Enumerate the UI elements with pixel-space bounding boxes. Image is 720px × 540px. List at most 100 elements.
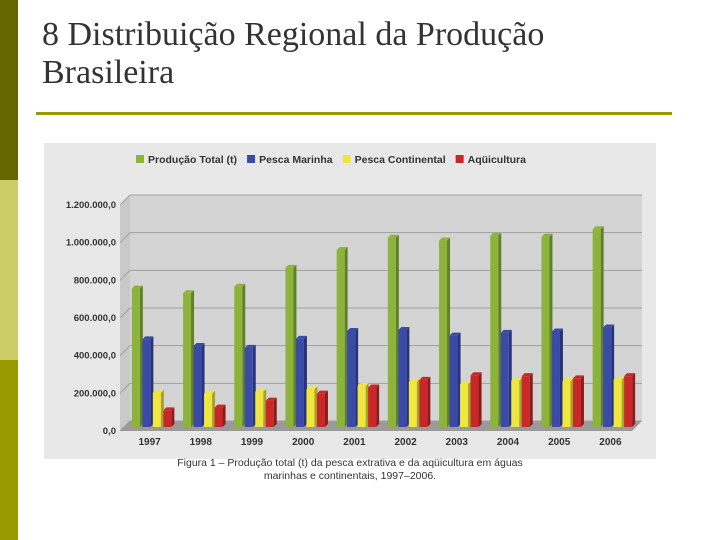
caption-line2: marinhas e continentais, 1997–2006.: [263, 470, 437, 482]
bar-top: [613, 376, 625, 380]
bar-top: [214, 404, 226, 408]
bar-top: [408, 378, 420, 382]
bar-top: [439, 237, 451, 241]
bar-top: [131, 285, 143, 289]
bar-top: [592, 226, 604, 230]
bar-top: [511, 377, 523, 381]
bar-side: [457, 332, 461, 427]
bar: [368, 387, 377, 427]
bar-top: [142, 336, 154, 340]
bar-side: [468, 381, 472, 427]
bar-side: [478, 372, 482, 427]
bar-side: [212, 390, 216, 427]
bar-side: [365, 382, 369, 427]
gridline-side: [119, 194, 131, 206]
slide-title: 8 Distribuição Regional da Produção Bras…: [42, 16, 682, 92]
bar-side: [273, 397, 277, 427]
bar-side: [171, 407, 175, 427]
bar: [490, 235, 499, 427]
bar-top: [285, 264, 297, 268]
bar-side: [191, 290, 195, 427]
legend-label: Pesca Marinha: [259, 154, 333, 166]
bar-side: [498, 232, 502, 427]
slide-title-line1: 8 Distribuição Regional da Produção: [42, 16, 545, 53]
bar: [592, 229, 601, 427]
bar-side: [303, 335, 307, 427]
bar-top: [295, 335, 307, 339]
bar-side: [559, 328, 563, 427]
bar-top: [387, 234, 399, 238]
bar-side: [632, 373, 636, 427]
bar-top: [398, 327, 410, 331]
bar-side: [139, 285, 143, 427]
bar: [142, 339, 151, 427]
y-tick-label: 0,0: [103, 426, 116, 437]
bar-side: [519, 377, 523, 427]
bar: [131, 288, 140, 427]
bar-side: [611, 324, 615, 427]
legend-label: Aqüicultura: [468, 154, 526, 166]
bar-top: [163, 407, 175, 411]
y-tick-label: 1.000.000,0: [66, 238, 116, 249]
bar: [541, 236, 550, 427]
gridline-side: [119, 232, 131, 244]
bar: [551, 331, 560, 427]
bar-top: [449, 332, 461, 336]
x-tick-label: 2001: [343, 437, 366, 448]
bar-top: [336, 246, 348, 250]
bar-side: [150, 336, 154, 427]
bar-side: [600, 226, 604, 427]
bar: [603, 327, 612, 427]
bar: [244, 347, 253, 427]
bar: [572, 378, 581, 427]
bar-side: [314, 386, 318, 427]
bar: [285, 267, 294, 427]
legend-swatch: [136, 155, 144, 163]
bar-top: [152, 389, 164, 393]
bar: [398, 330, 407, 427]
bar: [265, 400, 274, 427]
bar-top: [460, 381, 472, 385]
bar-side: [529, 373, 533, 427]
bar-chart: 0,0 200.000,0 400.000,0 600.000,0 800.000,0 1…: [66, 154, 642, 448]
bar: [624, 376, 633, 427]
bar: [357, 385, 366, 427]
bar-side: [222, 404, 226, 427]
gridline-side: [119, 269, 131, 281]
bar-side: [160, 389, 164, 427]
bar: [439, 240, 448, 427]
bar-top: [490, 232, 502, 236]
bar-top: [541, 233, 553, 237]
bar: [562, 381, 571, 427]
sidebar-block-dark: [0, 0, 18, 180]
bar-top: [572, 375, 584, 379]
title-underline: [36, 112, 672, 115]
bar: [419, 379, 428, 427]
bar: [204, 393, 213, 427]
bar-side: [252, 344, 256, 427]
bar-top: [357, 382, 369, 386]
legend-label: Pesca Continental: [355, 154, 446, 166]
bar-top: [244, 344, 256, 348]
sidebar-block-mid: [0, 360, 18, 540]
figure-caption: Figura 1 – Produção total (t) da pesca e…: [44, 457, 656, 483]
bar-side: [324, 390, 328, 427]
bar: [193, 346, 202, 427]
x-tick-label: 2002: [394, 437, 417, 448]
bar-top: [562, 378, 574, 382]
y-tick-label: 200.000,0: [74, 388, 116, 399]
bar-top: [624, 373, 636, 377]
bar: [470, 375, 479, 427]
bar-top: [234, 283, 246, 287]
bar-top: [183, 290, 195, 294]
x-tick-label: 2005: [548, 437, 571, 448]
bar: [408, 381, 417, 427]
bar-top: [255, 388, 267, 392]
sidebar-block-light: [0, 180, 18, 360]
bar: [306, 389, 315, 427]
bar: [183, 293, 192, 427]
bar-top: [603, 324, 615, 328]
bar-top: [347, 327, 359, 331]
bar-side: [395, 234, 399, 427]
bar: [295, 338, 304, 427]
